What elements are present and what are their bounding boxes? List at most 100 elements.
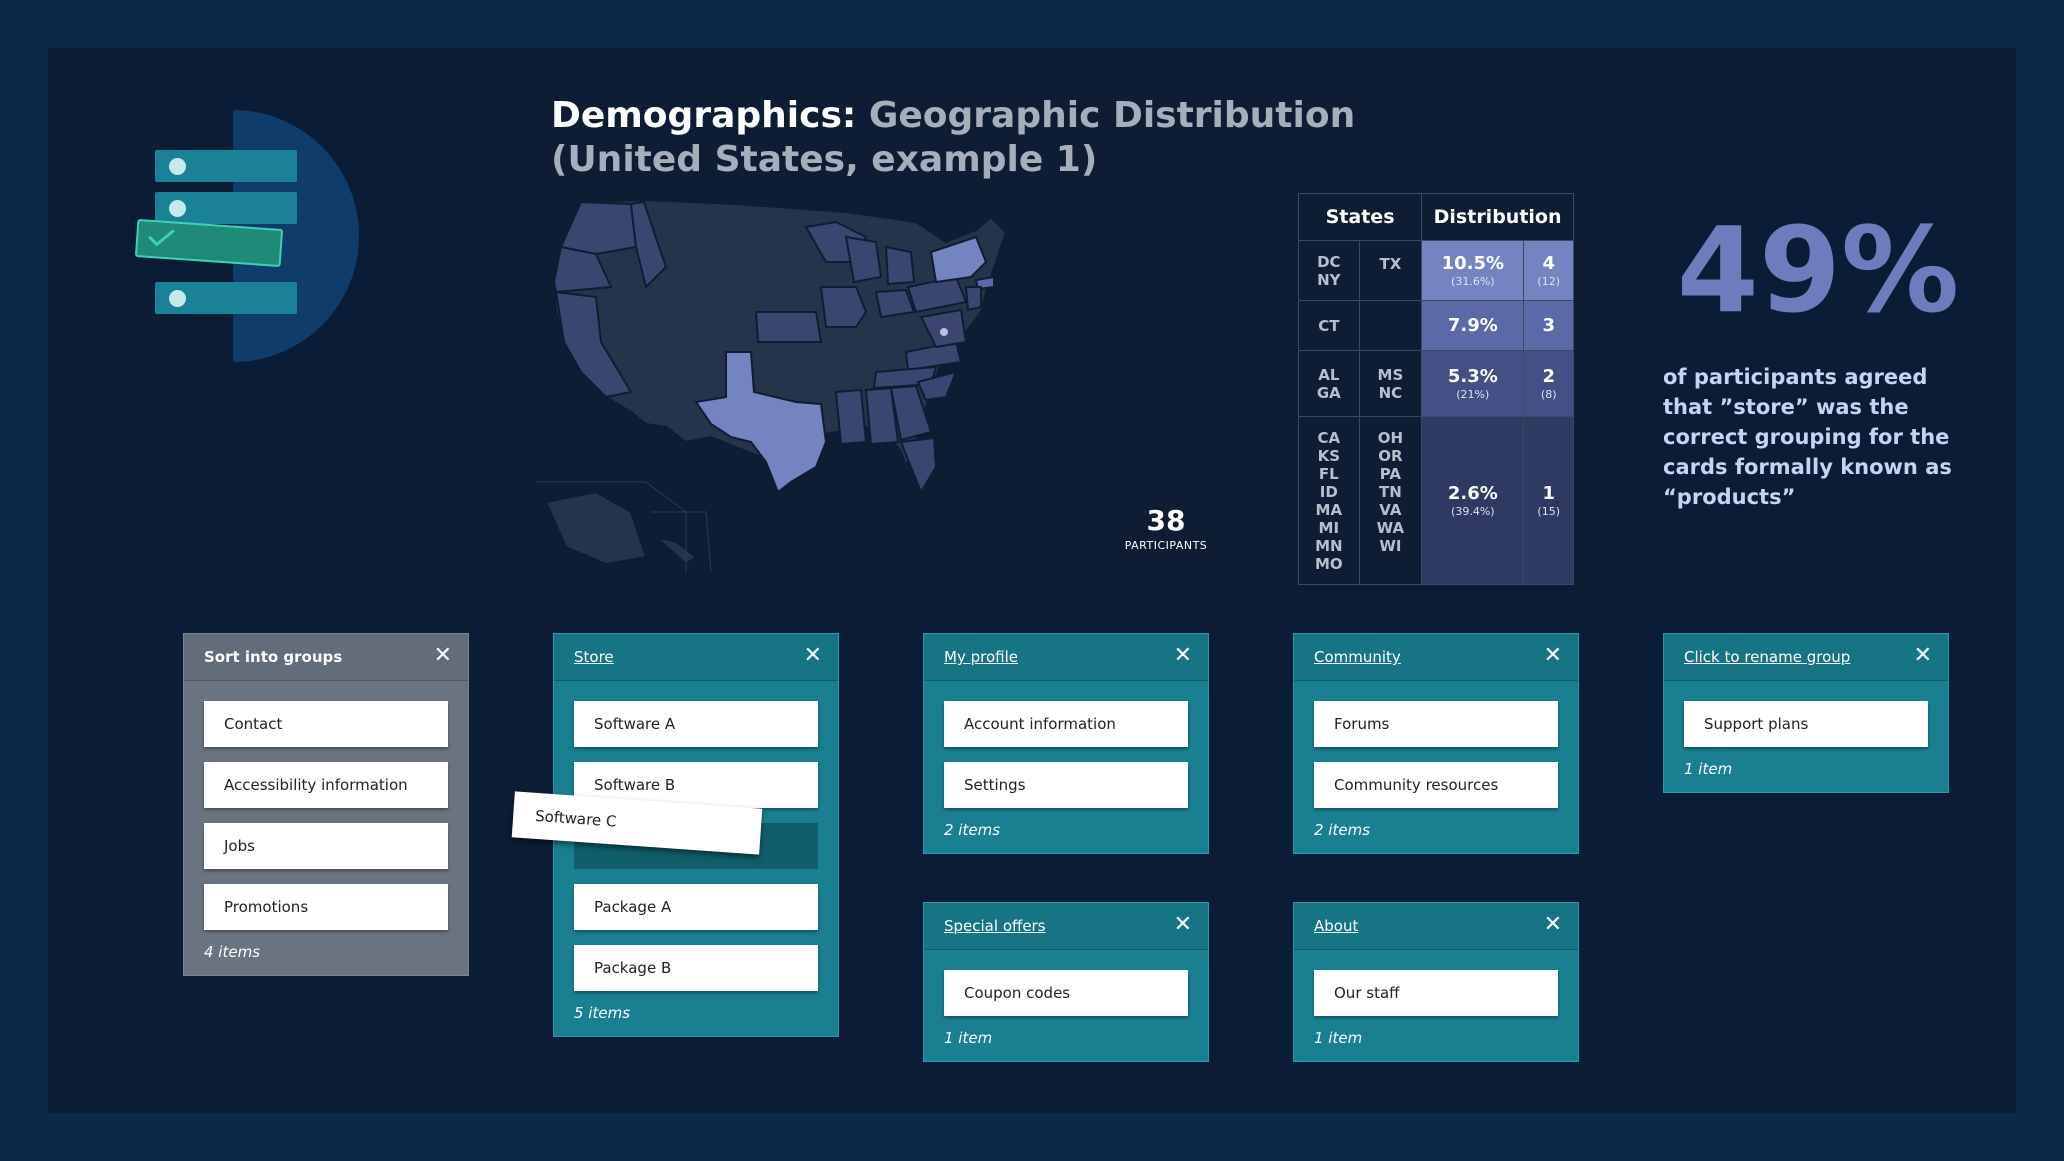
distribution-header: Distribution bbox=[1421, 193, 1574, 241]
logo-dot bbox=[169, 158, 186, 175]
group-header: My profile ✕ bbox=[924, 634, 1208, 681]
group-community: Community ✕ Forums Community resources 2… bbox=[1293, 633, 1579, 854]
percent-value: 5.3% bbox=[1447, 366, 1498, 387]
count-cell: 3 bbox=[1523, 300, 1574, 351]
percent-cumulative: (21%) bbox=[1456, 388, 1490, 401]
states-header: States bbox=[1297, 193, 1423, 241]
close-icon[interactable]: ✕ bbox=[1173, 912, 1192, 937]
group-item-count: 4 items bbox=[204, 943, 261, 961]
table-row: CT 7.9% 3 bbox=[1298, 300, 1574, 351]
count-value: 4 bbox=[1542, 253, 1555, 274]
close-icon[interactable]: ✕ bbox=[1543, 912, 1562, 937]
card-promotions[interactable]: Promotions bbox=[204, 884, 448, 930]
logo-dot bbox=[169, 200, 186, 217]
panel-title: Demographics: Geographic Distribution (U… bbox=[551, 94, 1451, 182]
states-cell: MS NC bbox=[1358, 350, 1423, 417]
card-accessibility-information[interactable]: Accessibility information bbox=[204, 762, 448, 808]
us-map bbox=[536, 198, 1008, 572]
group-store: Store ✕ Software A Software B Package A … bbox=[553, 633, 839, 1037]
card-forums[interactable]: Forums bbox=[1314, 701, 1558, 747]
card-community-resources[interactable]: Community resources bbox=[1314, 762, 1558, 808]
percent-cell: 2.6% (39.4%) bbox=[1421, 416, 1525, 585]
card-package-b[interactable]: Package B bbox=[574, 945, 818, 991]
group-rename: Click to rename group ✕ Support plans 1 … bbox=[1663, 633, 1949, 793]
percent-cumulative: (39.4%) bbox=[1451, 505, 1495, 518]
count-cumulative: (8) bbox=[1540, 388, 1557, 401]
card-support-plans[interactable]: Support plans bbox=[1684, 701, 1928, 747]
count-cumulative: (15) bbox=[1537, 505, 1561, 518]
table-row: CA KS FL ID MA MI MN MO OH OR PA TN VA W… bbox=[1298, 416, 1574, 585]
group-title-link[interactable]: Click to rename group bbox=[1684, 648, 1851, 666]
card-package-a[interactable]: Package A bbox=[574, 884, 818, 930]
count-value: 2 bbox=[1542, 366, 1555, 387]
group-item-count: 2 items bbox=[1314, 821, 1371, 839]
percent-cell: 5.3% (21%) bbox=[1421, 350, 1525, 417]
percent-value: 7.9% bbox=[1447, 315, 1498, 336]
count-cumulative: (12) bbox=[1537, 275, 1561, 288]
states-cell: CA KS FL ID MA MI MN MO bbox=[1298, 416, 1360, 585]
logo-bar bbox=[155, 192, 297, 224]
group-title-link[interactable]: Store bbox=[574, 648, 614, 666]
card-our-staff[interactable]: Our staff bbox=[1314, 970, 1558, 1016]
group-item-count: 1 item bbox=[1684, 760, 1733, 778]
count-cell: 1 (15) bbox=[1523, 416, 1574, 585]
logo-bar bbox=[155, 282, 297, 314]
group-title-link[interactable]: Community bbox=[1314, 648, 1401, 666]
close-icon[interactable]: ✕ bbox=[1173, 643, 1192, 668]
states-cell: AL GA bbox=[1298, 350, 1360, 417]
percent-cell: 10.5% (31.6%) bbox=[1421, 240, 1525, 301]
percent-cumulative: (31.6%) bbox=[1451, 275, 1495, 288]
close-icon[interactable]: ✕ bbox=[803, 643, 822, 668]
group-header: Click to rename group ✕ bbox=[1664, 634, 1948, 681]
logo-checked-bar bbox=[134, 218, 284, 268]
card-software-a[interactable]: Software A bbox=[574, 701, 818, 747]
checkmark-icon bbox=[148, 229, 175, 247]
card-account-information[interactable]: Account information bbox=[944, 701, 1188, 747]
group-header: Store ✕ bbox=[554, 634, 838, 681]
group-item-count: 5 items bbox=[574, 1004, 631, 1022]
close-icon[interactable]: ✕ bbox=[433, 643, 452, 668]
group-item-count: 1 item bbox=[944, 1029, 993, 1047]
group-header: Sort into groups ✕ bbox=[184, 634, 468, 681]
distribution-table: States Distribution DC NY TX 10.5% (31.6%… bbox=[1297, 193, 1574, 585]
title-bold: Demographics: bbox=[551, 95, 857, 136]
card-contact[interactable]: Contact bbox=[204, 701, 448, 747]
percent-value: 2.6% bbox=[1447, 483, 1498, 504]
card-jobs[interactable]: Jobs bbox=[204, 823, 448, 869]
participants-count: 38 bbox=[1146, 504, 1186, 537]
logo-dot bbox=[169, 290, 186, 307]
group-title-link[interactable]: Special offers bbox=[944, 917, 1046, 935]
count-value: 1 bbox=[1542, 483, 1555, 504]
group-special-offers: Special offers ✕ Coupon codes 1 item bbox=[923, 902, 1209, 1062]
group-title: Sort into groups bbox=[204, 648, 343, 666]
group-item-count: 1 item bbox=[1314, 1029, 1363, 1047]
close-icon[interactable]: ✕ bbox=[1913, 643, 1932, 668]
count-cell: 2 (8) bbox=[1523, 350, 1574, 417]
card-settings[interactable]: Settings bbox=[944, 762, 1188, 808]
states-cell: CT bbox=[1298, 300, 1360, 351]
group-header: About ✕ bbox=[1294, 903, 1578, 950]
states-cell: DC NY bbox=[1298, 240, 1360, 301]
logo-bar bbox=[155, 150, 297, 182]
participants-label: PARTICIPANTS bbox=[1124, 539, 1208, 552]
group-header: Community ✕ bbox=[1294, 634, 1578, 681]
group-title-link[interactable]: About bbox=[1314, 917, 1359, 935]
group-about: About ✕ Our staff 1 item bbox=[1293, 902, 1579, 1062]
states-cell bbox=[1358, 300, 1423, 351]
participants-total: 38 PARTICIPANTS bbox=[1076, 504, 1256, 552]
card-sort-logo bbox=[130, 110, 370, 365]
count-value: 3 bbox=[1542, 315, 1555, 336]
group-title-link[interactable]: My profile bbox=[944, 648, 1018, 666]
states-cell: TX bbox=[1358, 240, 1423, 301]
close-icon[interactable]: ✕ bbox=[1543, 643, 1562, 668]
group-sort-into-groups: Sort into groups ✕ Contact Accessibility… bbox=[183, 633, 469, 976]
count-cell: 4 (12) bbox=[1523, 240, 1574, 301]
percent-cell: 7.9% bbox=[1421, 300, 1525, 351]
percent-value: 10.5% bbox=[1441, 253, 1505, 274]
group-item-count: 2 items bbox=[944, 821, 1001, 839]
table-row: AL GA MS NC 5.3% (21%) 2 (8) bbox=[1298, 350, 1574, 417]
title-subtitle: Geographic Distribution (United States, … bbox=[551, 95, 1356, 180]
card-coupon-codes[interactable]: Coupon codes bbox=[944, 970, 1188, 1016]
table-row: DC NY TX 10.5% (31.6%) 4 (12) bbox=[1298, 240, 1574, 301]
states-cell: OH OR PA TN VA WA WI bbox=[1358, 416, 1423, 585]
